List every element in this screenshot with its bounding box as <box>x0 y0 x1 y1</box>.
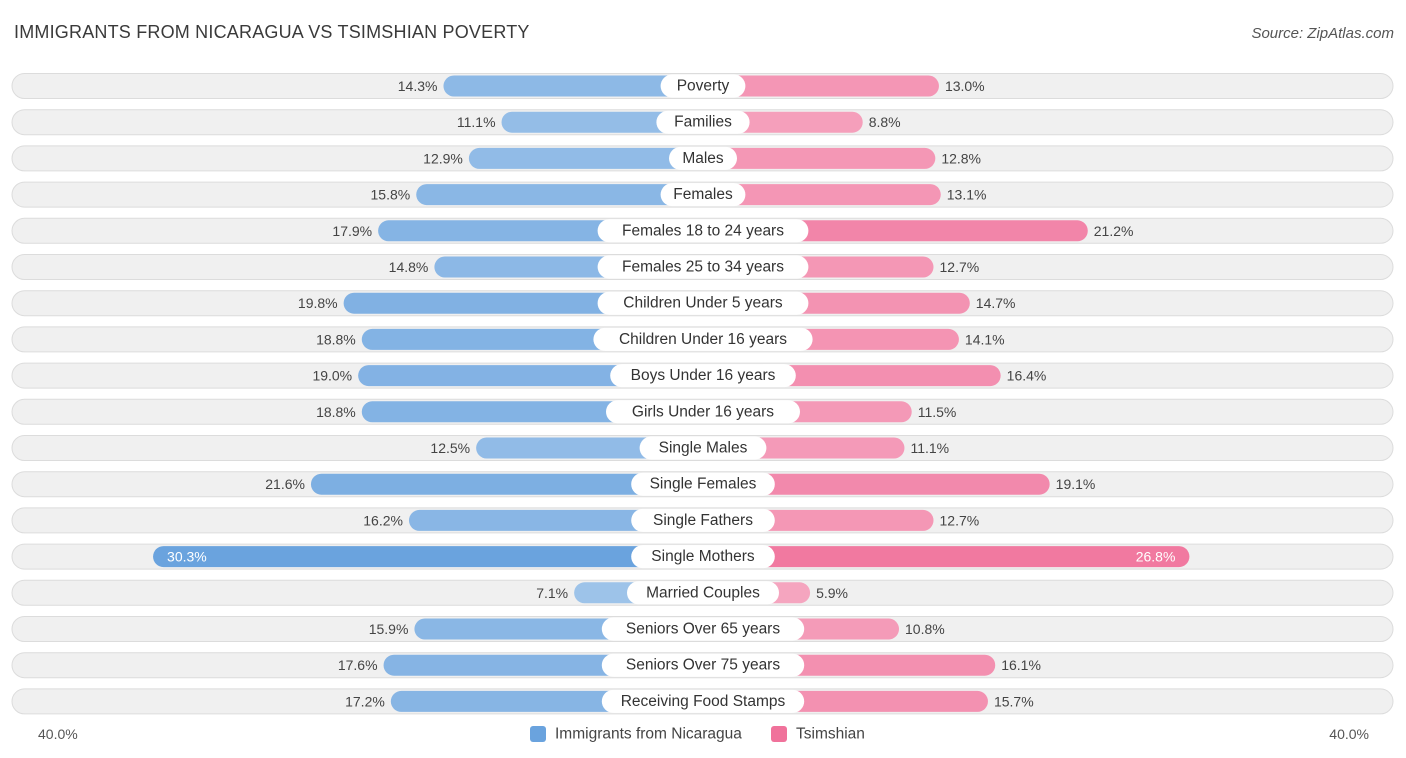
value-label-tsimshian: 26.8% <box>1136 549 1176 565</box>
category-label-bg <box>597 255 809 279</box>
value-label-immigrants-from-nicaragua: 17.9% <box>332 223 372 239</box>
bar-immigrants-from-nicaragua <box>416 184 703 206</box>
value-label-immigrants-from-nicaragua: 7.1% <box>536 585 568 601</box>
value-label-immigrants-from-nicaragua: 30.3% <box>167 549 207 565</box>
bar-immigrants-from-nicaragua <box>310 473 703 495</box>
bar-immigrants-from-nicaragua <box>443 75 703 97</box>
value-label-immigrants-from-nicaragua: 18.8% <box>316 404 356 420</box>
value-label-immigrants-from-nicaragua: 12.5% <box>430 440 470 456</box>
category-label: Single Males <box>659 440 748 457</box>
category-label-bg <box>631 508 775 532</box>
value-label-tsimshian: 12.7% <box>940 259 980 275</box>
category-label-bg <box>601 617 805 641</box>
value-label-tsimshian: 21.2% <box>1094 223 1134 239</box>
category-label-bg <box>601 689 805 713</box>
category-label-bg <box>593 327 813 351</box>
category-label: Married Couples <box>646 584 760 601</box>
legend-label-tsimshian: Tsimshian <box>796 726 865 743</box>
value-label-tsimshian: 10.8% <box>905 621 945 637</box>
bar-immigrants-from-nicaragua <box>408 509 703 531</box>
legend-swatch-immigrants-from-nicaragua <box>530 726 546 742</box>
category-label-bg <box>656 110 750 134</box>
category-label: Single Females <box>650 476 757 493</box>
bar-immigrants-from-nicaragua <box>501 111 703 133</box>
value-label-immigrants-from-nicaragua: 17.6% <box>338 657 378 673</box>
value-label-immigrants-from-nicaragua: 16.2% <box>363 512 403 528</box>
category-label: Boys Under 16 years <box>631 367 776 384</box>
value-label-immigrants-from-nicaragua: 19.0% <box>312 368 352 384</box>
bar-tsimshian <box>703 473 1050 495</box>
value-label-immigrants-from-nicaragua: 21.6% <box>265 476 305 492</box>
category-label: Females 25 to 34 years <box>622 259 784 276</box>
value-label-immigrants-from-nicaragua: 12.9% <box>423 150 463 166</box>
category-label-bg <box>660 74 746 98</box>
category-label: Children Under 16 years <box>619 331 787 348</box>
value-label-immigrants-from-nicaragua: 14.3% <box>398 78 438 94</box>
category-label: Single Mothers <box>651 548 755 565</box>
axis-max-label: 40.0% <box>1329 726 1369 742</box>
legend-label-immigrants-from-nicaragua: Immigrants from Nicaragua <box>555 726 742 743</box>
category-label-bg <box>606 400 800 424</box>
bar-tsimshian <box>703 147 936 169</box>
value-label-tsimshian: 11.1% <box>910 440 949 456</box>
value-label-immigrants-from-nicaragua: 18.8% <box>316 331 356 347</box>
category-label-bg <box>627 581 779 605</box>
legend-swatch-tsimshian <box>771 726 787 742</box>
bar-tsimshian <box>703 546 1190 568</box>
value-label-immigrants-from-nicaragua: 15.8% <box>371 187 411 203</box>
category-label: Seniors Over 75 years <box>626 657 780 674</box>
category-label-bg <box>669 146 737 170</box>
category-label-bg <box>631 472 775 496</box>
bar-immigrants-from-nicaragua <box>468 147 703 169</box>
value-label-tsimshian: 8.8% <box>869 114 901 130</box>
category-label-bg <box>597 291 809 315</box>
category-label: Poverty <box>677 78 730 95</box>
category-label: Females <box>673 186 733 203</box>
value-label-tsimshian: 16.4% <box>1007 368 1047 384</box>
category-label: Girls Under 16 years <box>632 403 774 420</box>
value-label-tsimshian: 14.1% <box>965 331 1005 347</box>
category-label-bg <box>639 436 767 460</box>
value-label-tsimshian: 13.1% <box>947 187 987 203</box>
category-label: Males <box>682 150 724 167</box>
category-label-bg <box>631 545 775 569</box>
bar-tsimshian <box>703 184 941 206</box>
category-label: Receiving Food Stamps <box>621 693 786 710</box>
value-label-immigrants-from-nicaragua: 17.2% <box>345 693 385 709</box>
category-label: Females 18 to 24 years <box>622 222 784 239</box>
value-label-immigrants-from-nicaragua: 11.1% <box>457 114 496 130</box>
value-label-immigrants-from-nicaragua: 15.9% <box>369 621 409 637</box>
value-label-tsimshian: 14.7% <box>976 295 1016 311</box>
axis-min-label: 40.0% <box>38 726 78 742</box>
category-label: Single Fathers <box>653 512 753 529</box>
bar-immigrants-from-nicaragua <box>153 546 703 568</box>
value-label-tsimshian: 12.8% <box>941 150 981 166</box>
category-label-bg <box>601 653 805 677</box>
value-label-immigrants-from-nicaragua: 14.8% <box>389 259 429 275</box>
chart-title: IMMIGRANTS FROM NICARAGUA VS TSIMSHIAN P… <box>14 22 530 42</box>
category-label: Seniors Over 65 years <box>626 621 780 638</box>
bar-tsimshian <box>703 75 939 97</box>
category-label-bg <box>660 183 746 207</box>
value-label-tsimshian: 12.7% <box>940 512 980 528</box>
value-label-immigrants-from-nicaragua: 19.8% <box>298 295 338 311</box>
value-label-tsimshian: 13.0% <box>945 78 985 94</box>
value-label-tsimshian: 16.1% <box>1001 657 1041 673</box>
value-label-tsimshian: 19.1% <box>1056 476 1096 492</box>
category-label-bg <box>597 219 809 243</box>
category-label: Children Under 5 years <box>623 295 783 312</box>
value-label-tsimshian: 5.9% <box>816 585 848 601</box>
chart-source: Source: ZipAtlas.com <box>1251 25 1394 42</box>
value-label-tsimshian: 11.5% <box>918 404 957 420</box>
category-label-bg <box>610 364 796 388</box>
category-label: Families <box>674 114 732 131</box>
value-label-tsimshian: 15.7% <box>994 693 1034 709</box>
